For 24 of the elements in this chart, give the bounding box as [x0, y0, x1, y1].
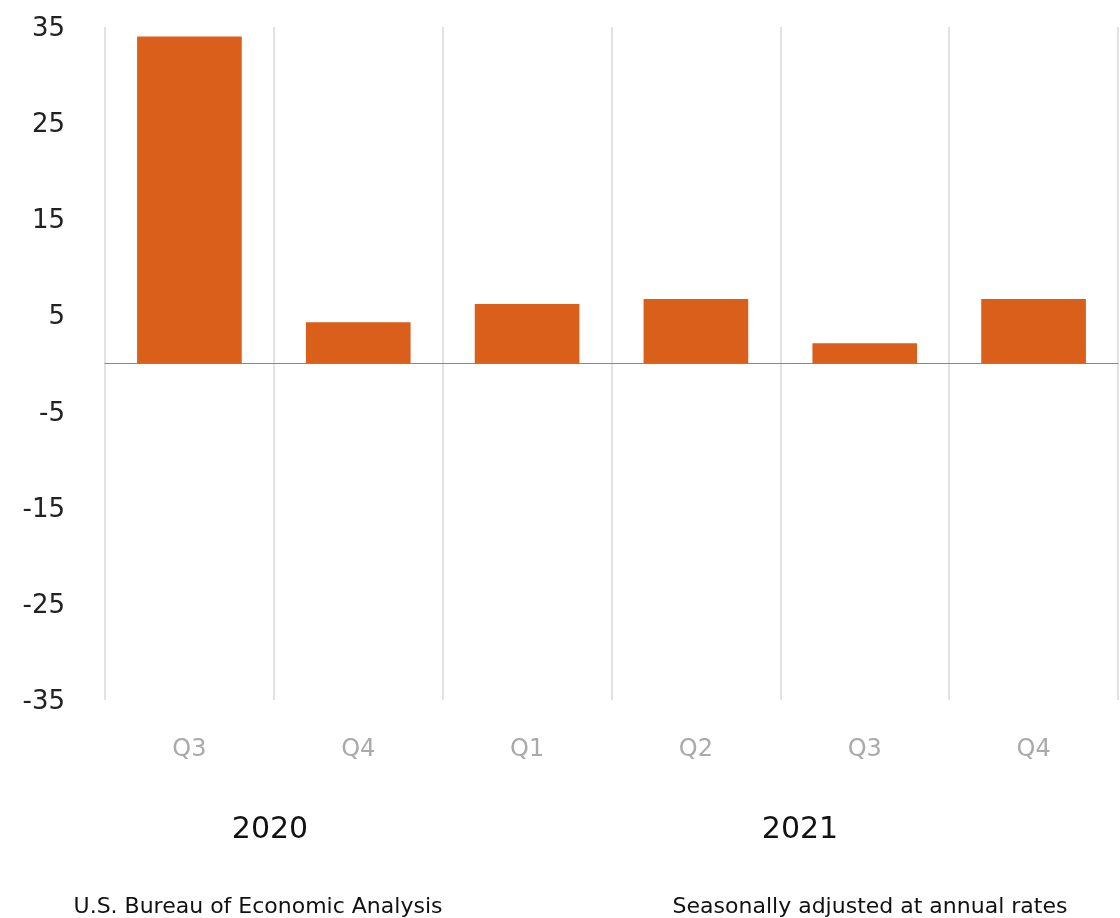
- y-tick-label: 5: [48, 300, 65, 331]
- x-tick-label: Q4: [341, 734, 376, 762]
- y-tick-label: 15: [31, 204, 65, 235]
- bar: [305, 322, 411, 364]
- bar: [981, 299, 1086, 364]
- y-tick-label: -25: [22, 588, 65, 619]
- y-tick-label: -15: [22, 492, 65, 523]
- x-tick-label: Q4: [1016, 734, 1051, 762]
- text: 2020: [231, 809, 309, 845]
- text: U.S. Bureau of Economic Analysis: [73, 892, 443, 918]
- x-tick-label: Q2: [678, 734, 713, 762]
- bar: [812, 343, 918, 364]
- text: 2021: [761, 809, 839, 845]
- bar: [137, 36, 242, 364]
- y-tick-label: -35: [22, 685, 65, 715]
- bar: [643, 299, 749, 364]
- x-tick-label: Q3: [172, 734, 207, 762]
- y-tick-label: 25: [31, 108, 65, 139]
- x-tick-label: Q1: [510, 734, 545, 762]
- y-tick-label: 35: [31, 12, 65, 42]
- x-tick-label: Q3: [847, 734, 882, 762]
- text: Seasonally adjusted at annual rates: [672, 892, 1068, 918]
- bar: [474, 303, 580, 364]
- y-tick-label: -5: [39, 396, 65, 427]
